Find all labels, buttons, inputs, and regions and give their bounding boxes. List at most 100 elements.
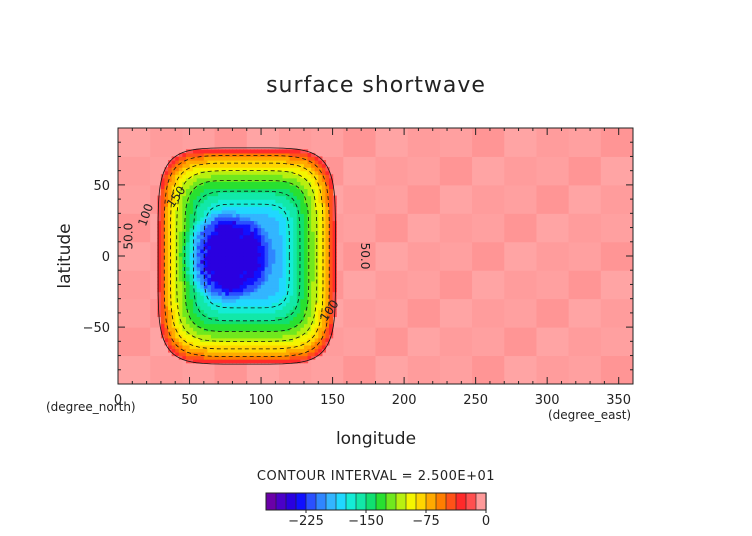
heatmap-cell [303,213,309,218]
heatmap-cell [239,270,244,275]
heatmap-cell [185,312,191,318]
heatmap-cell [282,330,287,335]
heatmap-cell [257,248,262,254]
heatmap-cell [246,234,251,239]
heatmap-cell [221,280,226,286]
heatmap-cell [200,256,205,261]
heatmap-cell [210,181,216,186]
heatmap-cell [210,277,216,282]
heatmap-cell [282,302,287,307]
heatmap-cell [175,259,180,264]
heatmap-cell [253,248,259,254]
heatmap-cell [218,291,223,296]
heatmap-cell [221,231,226,236]
heatmap-cell [289,259,294,264]
background-tile [439,355,473,385]
heatmap-cell [178,174,183,179]
heatmap-cell [196,330,201,335]
background-tile [472,213,505,243]
heatmap-cell [185,160,191,165]
heatmap-cell [264,160,269,165]
heatmap-cell [250,302,255,307]
heatmap-cell [175,334,180,339]
heatmap-cell [196,327,201,332]
background-tile [375,128,409,157]
heatmap-cell [321,192,327,197]
heatmap-cell [160,248,166,254]
heatmap-cell [193,202,198,207]
heatmap-cell [210,256,216,261]
heatmap-cell [185,241,191,246]
heatmap-cell [246,206,251,211]
heatmap-cell [278,280,284,286]
heatmap-cell [282,291,287,296]
heatmap-cell [210,273,216,278]
heatmap-cell [275,224,280,229]
heatmap-cell [300,352,305,357]
heatmap-cell [225,184,230,190]
heatmap-cell [293,305,298,310]
heatmap-cell [182,234,187,239]
heatmap-cell [268,341,273,346]
heatmap-cell [268,224,273,229]
heatmap-cell [314,163,319,168]
heatmap-cell [278,167,284,172]
heatmap-cell [178,220,183,225]
heatmap-cell [196,248,201,254]
heatmap-cell [278,149,284,154]
heatmap-cell [185,298,191,303]
heatmap-cell [182,227,187,232]
contour-line [184,180,310,332]
heatmap-cell [332,252,337,257]
heatmap-cell [261,149,266,154]
heatmap-cell [185,231,191,236]
heatmap-cell [271,252,276,257]
heatmap-cell [218,184,223,190]
heatmap-cell [311,302,316,307]
heatmap-cell [275,248,280,254]
heatmap-cell [253,284,259,289]
heatmap-cell [214,359,219,364]
heatmap-cell [261,330,266,335]
heatmap-cell [221,184,226,190]
heatmap-cell [332,256,337,261]
heatmap-cell [200,259,205,264]
background-tile [439,270,473,300]
heatmap-cell [325,284,330,289]
heatmap-cell [278,160,284,165]
heatmap-cell [253,167,259,172]
heatmap-cell [171,270,176,275]
heatmap-cell [207,156,212,161]
heatmap-cell [225,188,230,193]
heatmap-cell [221,270,226,275]
colorbar-swatch [305,492,317,511]
heatmap-cell [239,295,244,300]
heatmap-cell [178,199,183,204]
heatmap-cell [157,248,162,254]
heatmap-cell [271,241,276,246]
heatmap-cell [303,181,309,186]
heatmap-cell [236,312,241,318]
heatmap-cell [239,213,244,218]
heatmap-cell [303,320,309,325]
heatmap-cell [257,174,262,179]
heatmap-cell [218,231,223,236]
heatmap-cell [160,224,166,229]
heatmap-cell [296,256,301,261]
heatmap-cell [189,234,194,239]
heatmap-cell [314,263,319,268]
heatmap-cell [182,170,187,175]
heatmap-cell [264,309,269,314]
heatmap-cell [168,256,173,261]
heatmap-cell [289,199,294,204]
heatmap-cell [278,174,284,179]
heatmap-cell [271,167,276,172]
heatmap-cell [225,259,230,264]
heatmap-cell [314,309,319,314]
heatmap-cell [214,184,219,190]
heatmap-cell [239,273,244,278]
heatmap-cell [214,192,219,197]
heatmap-cell [250,160,255,165]
heatmap-cell [282,334,287,339]
heatmap-cell [282,195,287,200]
